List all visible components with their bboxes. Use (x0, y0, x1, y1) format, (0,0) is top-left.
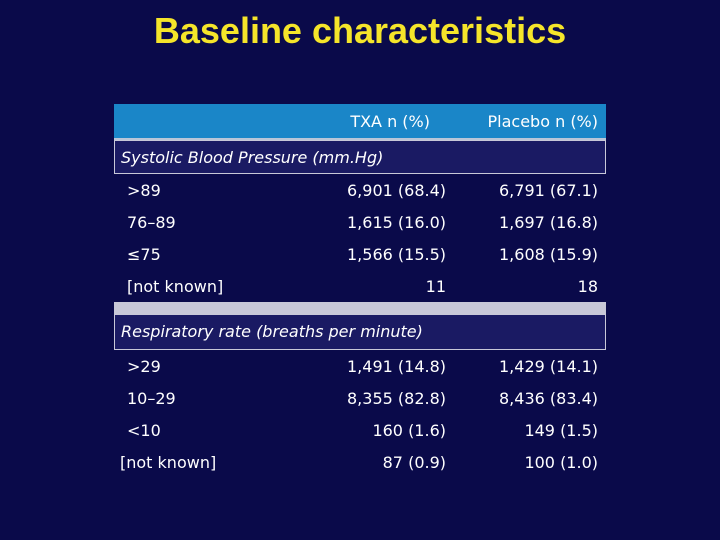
placebo-value: 1,697 (16.8) (499, 213, 598, 232)
baseline-table: TXA n (%) Placebo n (%) Systolic Blood P… (114, 104, 606, 478)
placebo-value: 1,608 (15.9) (499, 245, 598, 264)
table-row: 10–29 8,355 (82.8) 8,436 (83.4) (114, 382, 606, 414)
header-txa: TXA n (%) (350, 112, 430, 131)
section-heading-row: Respiratory rate (breaths per minute) (114, 314, 606, 350)
row-label: ≤75 (127, 245, 161, 264)
table-row: [not known] 87 (0.9) 100 (1.0) (114, 446, 606, 478)
txa-value: 160 (1.6) (372, 421, 446, 440)
header-placebo: Placebo n (%) (487, 112, 598, 131)
placebo-value: 6,791 (67.1) (499, 181, 598, 200)
placebo-value: 18 (577, 277, 598, 296)
table-row: >29 1,491 (14.8) 1,429 (14.1) (114, 350, 606, 382)
placebo-value: 149 (1.5) (524, 421, 598, 440)
txa-value: 6,901 (68.4) (347, 181, 446, 200)
section-heading-row: Systolic Blood Pressure (mm.Hg) (114, 140, 606, 174)
row-label: >89 (127, 181, 161, 200)
row-label: 10–29 (127, 389, 176, 408)
section-divider (114, 302, 606, 314)
row-label: <10 (127, 421, 161, 440)
placebo-value: 100 (1.0) (524, 453, 598, 472)
table-row: [not known] 11 18 (114, 270, 606, 302)
table-header-row: TXA n (%) Placebo n (%) (114, 104, 606, 140)
table-row: >89 6,901 (68.4) 6,791 (67.1) (114, 174, 606, 206)
slide-title: Baseline characteristics (153, 10, 567, 51)
section-heading: Respiratory rate (breaths per minute) (121, 322, 423, 341)
txa-value: 87 (0.9) (382, 453, 446, 472)
row-label: 76–89 (127, 213, 176, 232)
row-label: [not known] (120, 453, 217, 472)
table-row: <10 160 (1.6) 149 (1.5) (114, 414, 606, 446)
table-row: 76–89 1,615 (16.0) 1,697 (16.8) (114, 206, 606, 238)
txa-value: 1,566 (15.5) (347, 245, 446, 264)
row-label: >29 (127, 357, 161, 376)
row-label: [not known] (127, 277, 224, 296)
txa-value: 1,491 (14.8) (347, 357, 446, 376)
section-heading: Systolic Blood Pressure (mm.Hg) (121, 148, 384, 167)
txa-value: 8,355 (82.8) (347, 389, 446, 408)
placebo-value: 1,429 (14.1) (499, 357, 598, 376)
placebo-value: 8,436 (83.4) (499, 389, 598, 408)
table-row: ≤75 1,566 (15.5) 1,608 (15.9) (114, 238, 606, 270)
txa-value: 11 (425, 277, 446, 296)
txa-value: 1,615 (16.0) (347, 213, 446, 232)
